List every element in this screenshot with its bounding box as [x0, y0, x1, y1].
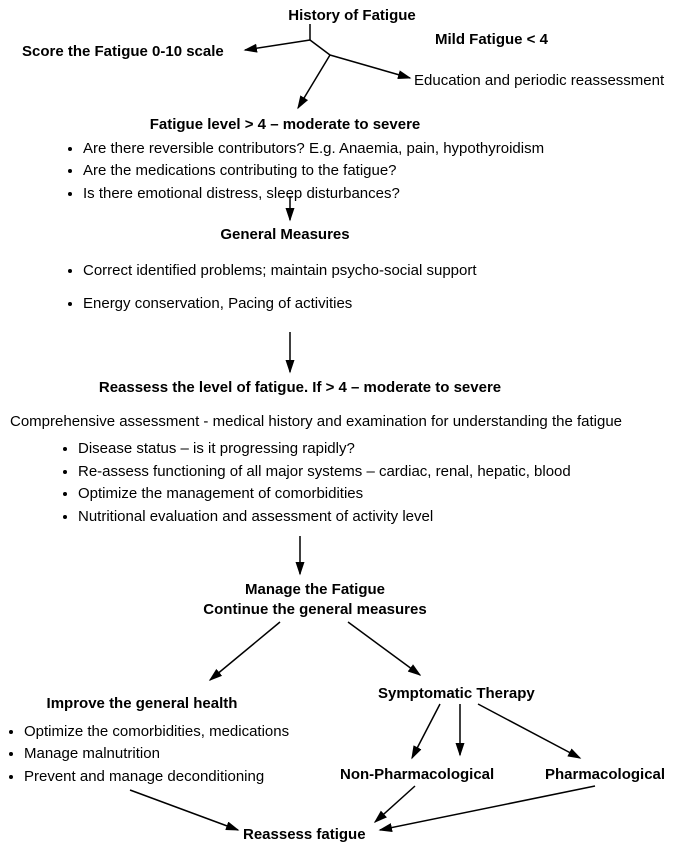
arrows-svg: [0, 0, 685, 851]
